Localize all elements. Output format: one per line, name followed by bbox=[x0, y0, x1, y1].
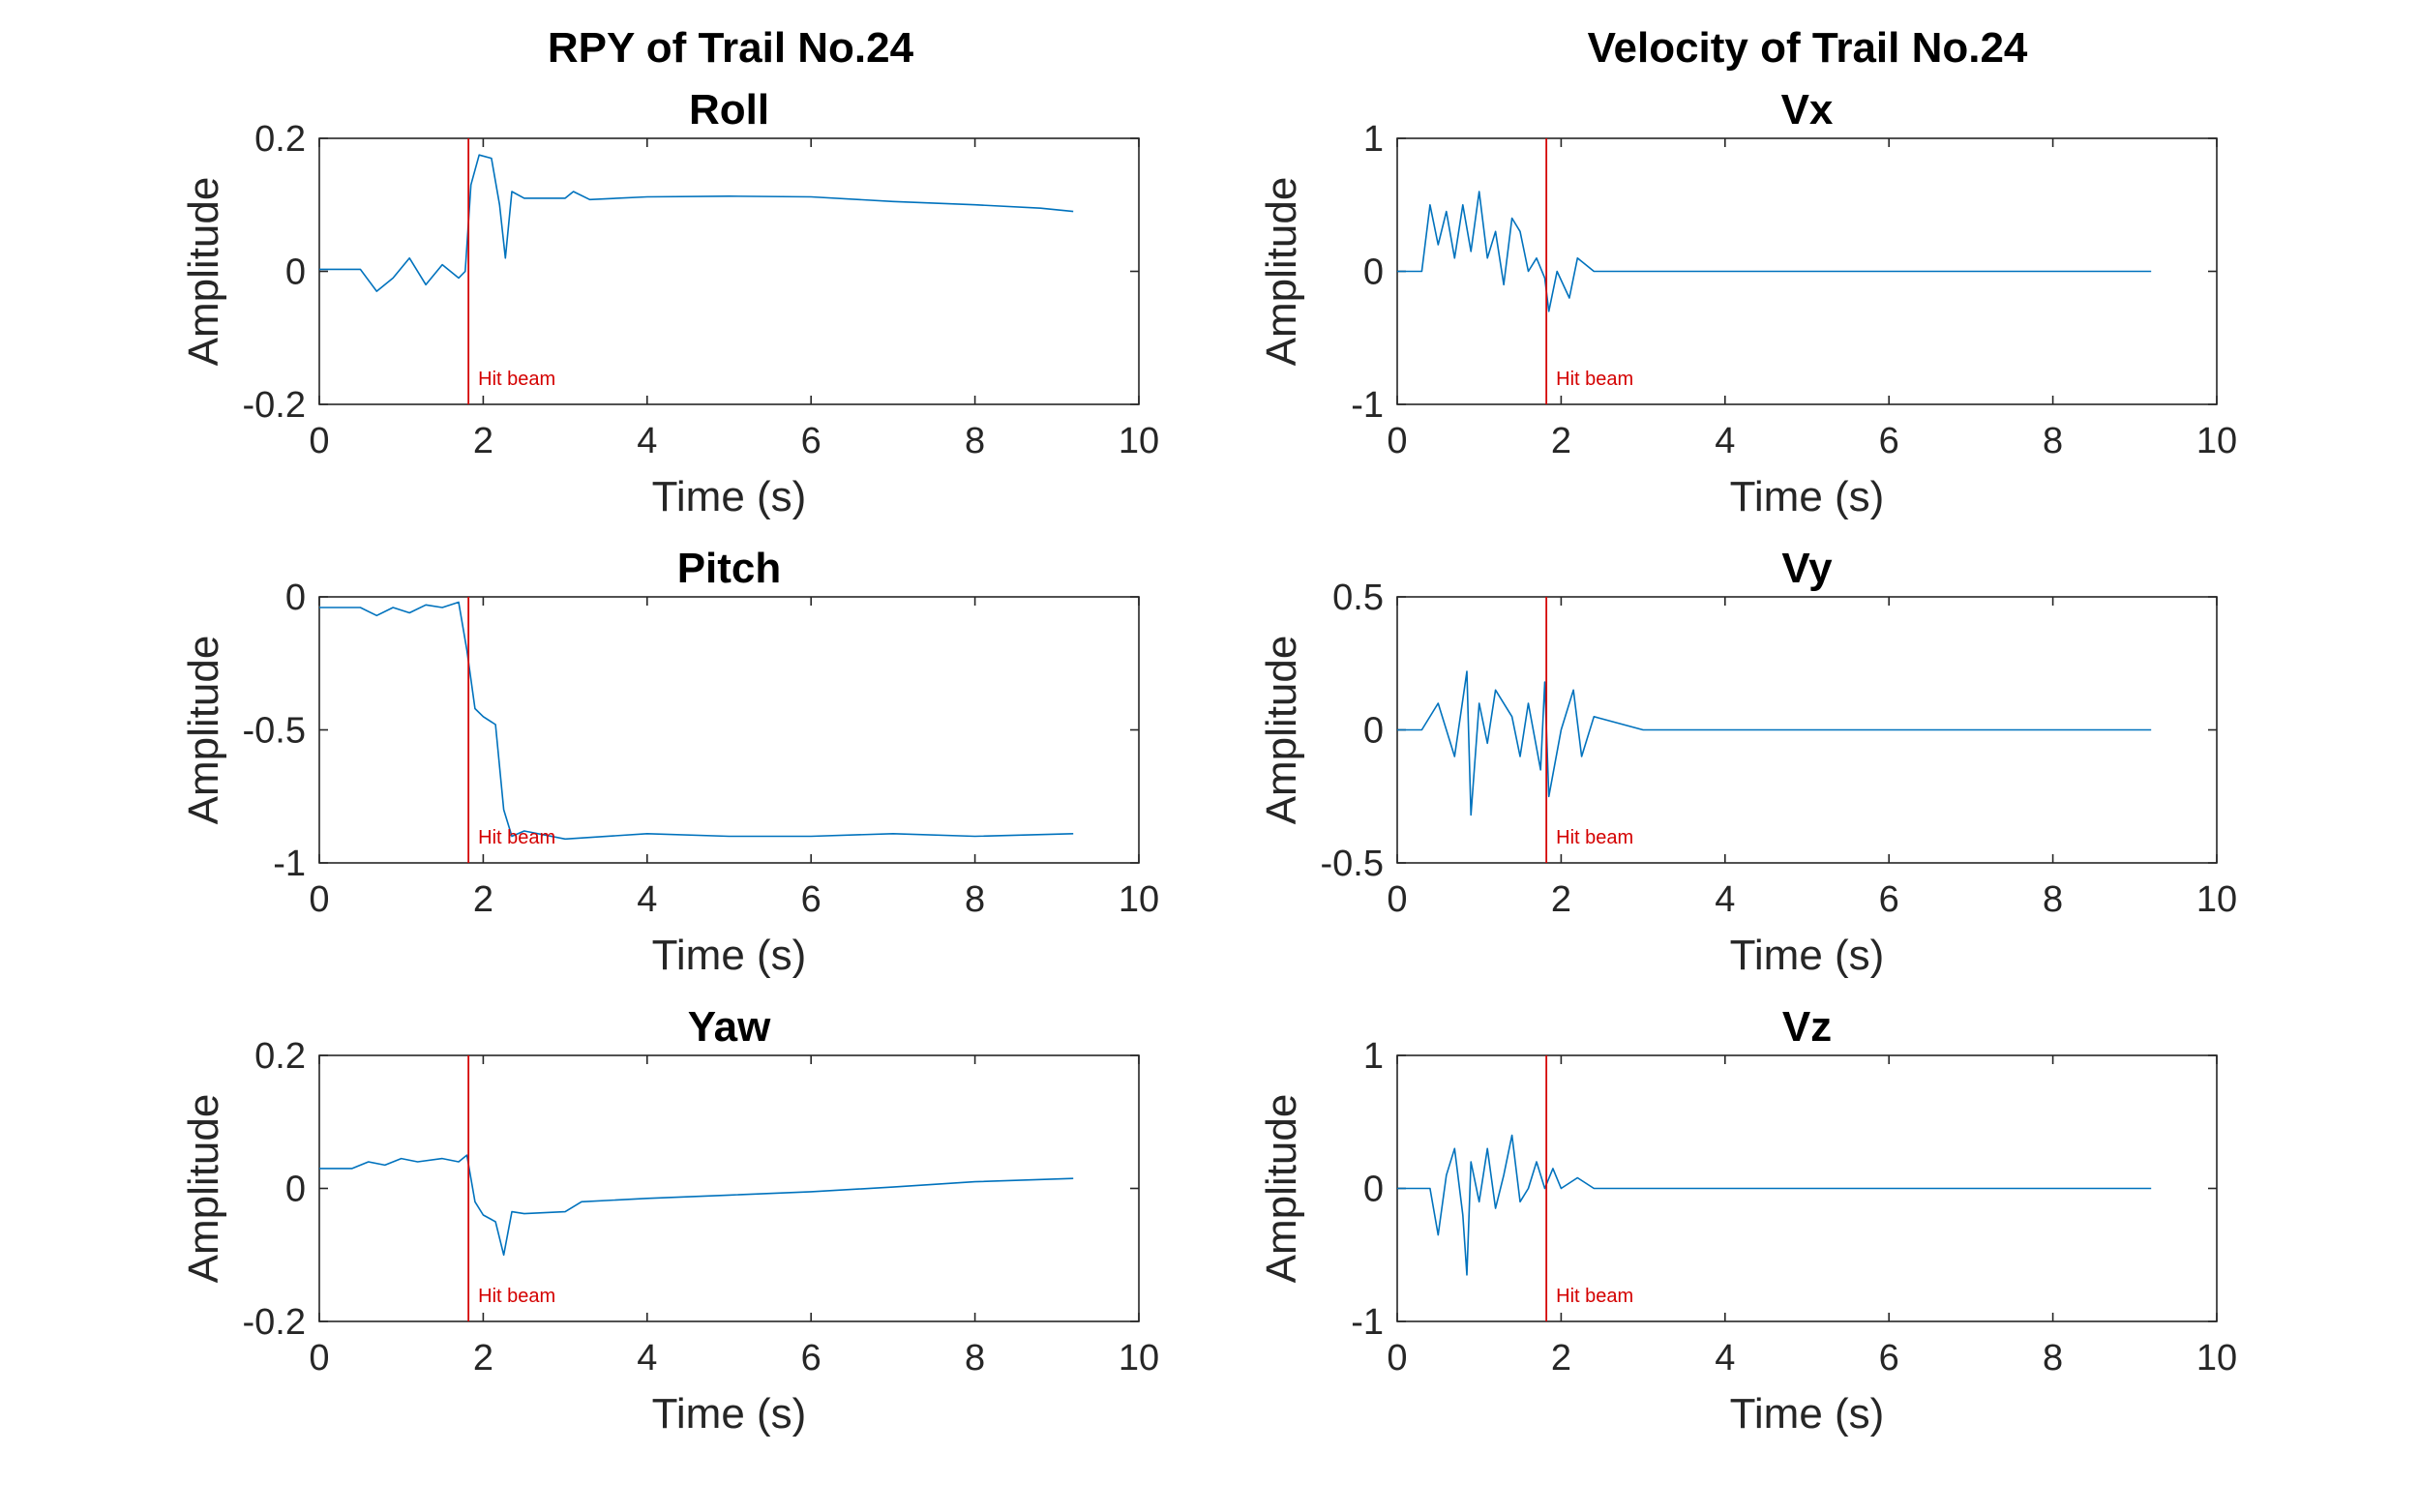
y-tick-label: 0.2 bbox=[254, 1036, 306, 1077]
y-tick-label: 0.2 bbox=[254, 119, 306, 160]
x-tick-label: 2 bbox=[1551, 421, 1571, 461]
y-tick-label: 0 bbox=[285, 252, 306, 293]
x-tick-label: 6 bbox=[801, 421, 821, 461]
x-tick-label: 8 bbox=[2043, 879, 2063, 920]
subplot-pitch: Pitch 0 2 4 6 8 10 -1 -0.5 0 Time (s) Amplitude Hit … bbox=[180, 545, 1159, 979]
axes-box bbox=[318, 1054, 1140, 1322]
x-tick-label: 8 bbox=[965, 879, 985, 920]
y-tick-label: 0.5 bbox=[1332, 578, 1384, 618]
x-tick-label: 4 bbox=[1715, 421, 1735, 461]
y-tick-label: 0 bbox=[1363, 1170, 1384, 1210]
y-axis-label: Amplitude bbox=[1258, 1094, 1305, 1284]
x-tick-label: 8 bbox=[2043, 421, 2063, 461]
x-tick-label: 2 bbox=[473, 421, 493, 461]
x-axis-label: Time (s) bbox=[652, 932, 807, 979]
y-axis-label: Amplitude bbox=[180, 177, 227, 367]
x-tick-label: 2 bbox=[1551, 1338, 1571, 1379]
y-tick-label: -1 bbox=[273, 844, 306, 884]
x-tick-label: 6 bbox=[1879, 421, 1899, 461]
x-tick-label: 10 bbox=[1119, 1338, 1159, 1379]
column-title-velocity: Velocity of Trail No.24 bbox=[1588, 24, 2028, 72]
y-tick-label: -0.2 bbox=[243, 385, 306, 426]
series-line-roll bbox=[319, 154, 1074, 292]
hit-beam-annotation: Hit beam bbox=[478, 827, 555, 848]
x-tick-label: 0 bbox=[1387, 1338, 1407, 1379]
x-axis-label: Time (s) bbox=[1730, 1390, 1885, 1438]
y-tick-label: 1 bbox=[1363, 1036, 1384, 1077]
x-tick-label: 6 bbox=[801, 1338, 821, 1379]
x-tick-label: 6 bbox=[1879, 879, 1899, 920]
x-tick-label: 8 bbox=[965, 1338, 985, 1379]
x-tick-label: 4 bbox=[1715, 1338, 1735, 1379]
x-axis-label: Time (s) bbox=[1730, 932, 1885, 979]
x-axis-label: Time (s) bbox=[1730, 473, 1885, 520]
column-title-rpy: RPY of Trail No.24 bbox=[548, 24, 914, 72]
y-axis-label: Amplitude bbox=[1258, 177, 1305, 367]
subplot-title: Roll bbox=[689, 86, 769, 133]
y-tick-label: 0 bbox=[1363, 711, 1384, 752]
y-tick-label: 1 bbox=[1363, 119, 1384, 160]
x-tick-label: 4 bbox=[1715, 879, 1735, 920]
x-tick-label: 2 bbox=[473, 879, 493, 920]
series-line-vx bbox=[1397, 191, 2152, 312]
x-tick-label: 8 bbox=[965, 421, 985, 461]
series-line-yaw bbox=[319, 1154, 1074, 1257]
series-line-pitch bbox=[319, 601, 1074, 841]
x-tick-label: 10 bbox=[2196, 421, 2237, 461]
x-tick-label: 6 bbox=[1879, 1338, 1899, 1379]
hit-beam-annotation: Hit beam bbox=[478, 369, 555, 390]
x-axis-label: Time (s) bbox=[652, 1390, 807, 1438]
y-axis-label: Amplitude bbox=[1258, 636, 1305, 825]
y-tick-label: 0 bbox=[1363, 252, 1384, 293]
hit-beam-annotation: Hit beam bbox=[1556, 1286, 1633, 1307]
x-tick-label: 6 bbox=[801, 879, 821, 920]
x-tick-label: 0 bbox=[309, 879, 329, 920]
y-tick-label: -1 bbox=[1351, 385, 1384, 426]
subplot-title: Vx bbox=[1781, 86, 1834, 133]
x-tick-label: 0 bbox=[309, 1338, 329, 1379]
x-tick-label: 10 bbox=[1119, 879, 1159, 920]
x-tick-label: 0 bbox=[1387, 421, 1407, 461]
axes-box bbox=[318, 596, 1140, 864]
x-axis-label: Time (s) bbox=[652, 473, 807, 520]
series-line-vy bbox=[1397, 670, 2152, 816]
y-axis-label: Amplitude bbox=[180, 636, 227, 825]
series-line-vz bbox=[1397, 1134, 2152, 1276]
x-tick-label: 4 bbox=[637, 1338, 657, 1379]
subplot-title: Yaw bbox=[688, 1003, 771, 1051]
y-tick-label: -1 bbox=[1351, 1302, 1384, 1343]
x-tick-label: 4 bbox=[637, 879, 657, 920]
hit-beam-annotation: Hit beam bbox=[1556, 827, 1633, 848]
y-axis-label: Amplitude bbox=[180, 1094, 227, 1284]
x-tick-label: 10 bbox=[2196, 1338, 2237, 1379]
y-tick-label: -0.5 bbox=[1321, 844, 1384, 884]
subplot-title: Vz bbox=[1782, 1003, 1832, 1051]
x-tick-label: 8 bbox=[2043, 1338, 2063, 1379]
hit-beam-annotation: Hit beam bbox=[478, 1286, 555, 1307]
x-tick-label: 2 bbox=[1551, 879, 1571, 920]
axes-box bbox=[318, 137, 1140, 405]
x-tick-label: 0 bbox=[1387, 879, 1407, 920]
x-tick-label: 10 bbox=[1119, 421, 1159, 461]
y-tick-label: -0.2 bbox=[243, 1302, 306, 1343]
x-tick-label: 2 bbox=[473, 1338, 493, 1379]
y-tick-label: 0 bbox=[285, 1170, 306, 1210]
x-tick-label: 0 bbox=[309, 421, 329, 461]
x-tick-label: 4 bbox=[637, 421, 657, 461]
hit-beam-annotation: Hit beam bbox=[1556, 369, 1633, 390]
subplot-title: Vy bbox=[1781, 545, 1833, 592]
y-tick-label: 0 bbox=[285, 578, 306, 618]
y-tick-label: -0.5 bbox=[243, 711, 306, 752]
subplot-title: Pitch bbox=[677, 545, 782, 592]
x-tick-label: 10 bbox=[2196, 879, 2237, 920]
